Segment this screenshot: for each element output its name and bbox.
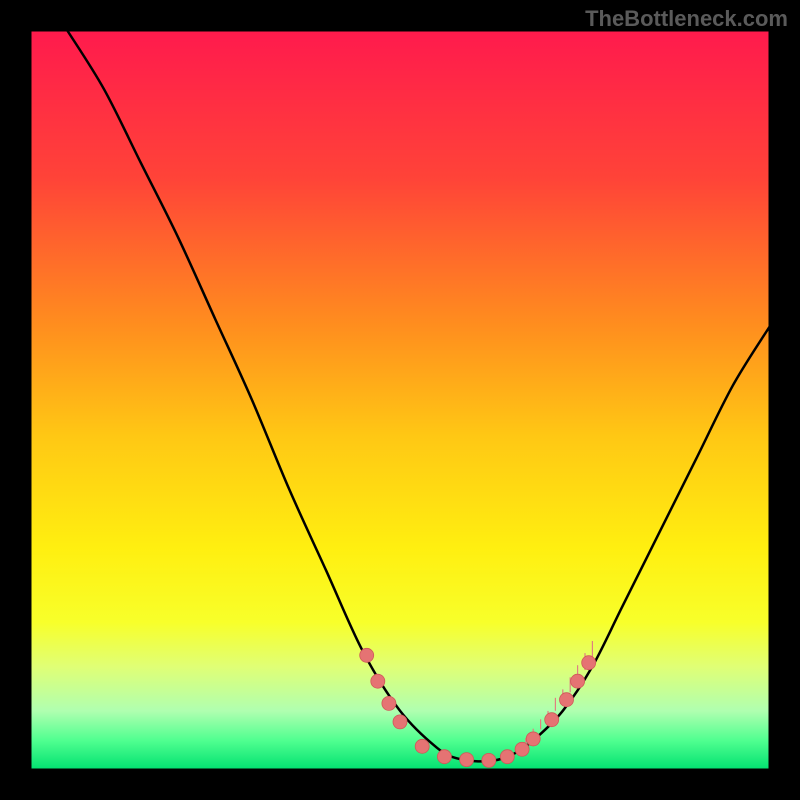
data-marker [545, 713, 559, 727]
data-marker [482, 753, 496, 767]
data-marker [582, 656, 596, 670]
data-marker [382, 696, 396, 710]
data-marker [437, 750, 451, 764]
data-marker [371, 674, 385, 688]
data-marker [571, 674, 585, 688]
data-marker [460, 753, 474, 767]
data-marker [500, 750, 514, 764]
plot-background [30, 30, 770, 770]
data-marker [526, 732, 540, 746]
data-marker [560, 693, 574, 707]
watermark-text: TheBottleneck.com [585, 6, 788, 32]
bottleneck-curve-chart [0, 0, 800, 800]
data-marker [393, 715, 407, 729]
data-marker [415, 739, 429, 753]
data-marker [515, 742, 529, 756]
data-marker [360, 648, 374, 662]
